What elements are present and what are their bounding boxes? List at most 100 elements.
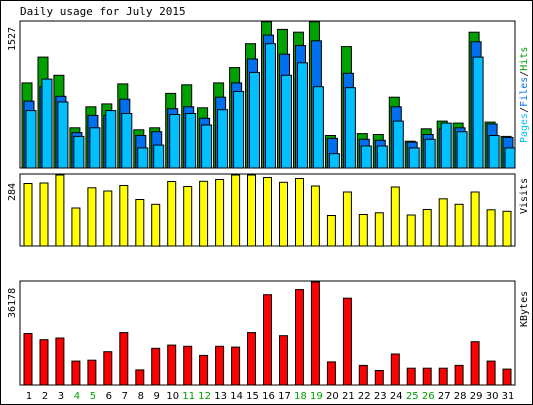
pages-files-hits-pages-bar — [328, 153, 340, 169]
kbytes-bar — [438, 367, 448, 386]
visits-bar — [135, 199, 145, 247]
day-tick-label: 12 — [198, 391, 211, 402]
pages-files-hits-pages-bar — [392, 120, 404, 169]
pages-files-hits-pages-bar — [488, 135, 500, 169]
pages-files-hits-pages-bar — [281, 74, 292, 169]
day-tick-label: 20 — [326, 391, 339, 402]
day-tick-label: 13 — [214, 391, 227, 402]
pages-files-hits-pages-bar — [297, 62, 308, 169]
pages-files-hits-pages-bar — [73, 135, 85, 169]
visits-bar — [87, 187, 97, 247]
visits-bar — [486, 209, 496, 247]
kbytes-bar — [310, 281, 320, 386]
kbytes-bar — [295, 289, 304, 386]
day-tick-label: 29 — [470, 391, 483, 402]
day-tick-label: 21 — [342, 391, 355, 402]
day-tick-label: 7 — [122, 391, 128, 402]
kbytes-bar — [55, 337, 65, 386]
kbytes-bar — [151, 347, 161, 386]
pages-files-hits-pages-bar — [201, 124, 213, 169]
day-tick-label: 4 — [74, 391, 80, 402]
visits-ylabel: Visits — [519, 178, 530, 214]
kbytes-bar — [342, 297, 352, 386]
visits-bar — [295, 178, 304, 247]
pages-files-hits-pages-bar — [376, 145, 388, 169]
visits-bar — [183, 186, 193, 247]
day-tick-label: 31 — [502, 391, 515, 402]
pages-files-hits-pages-bar — [312, 86, 324, 169]
day-tick-label: 8 — [138, 391, 144, 402]
visits-bar — [326, 215, 336, 247]
chart-title: Daily usage for July 2015 — [20, 5, 186, 18]
pages-files-hits-pages-bar — [153, 144, 165, 169]
kbytes-bar — [103, 351, 113, 386]
kbytes-bar — [422, 367, 432, 386]
kbytes-bar — [486, 360, 496, 386]
visits-bar — [422, 209, 432, 247]
pages-files-hits-pages-bar — [424, 138, 436, 169]
day-tick-label: 28 — [454, 391, 467, 402]
kbytes-bar — [279, 335, 288, 386]
visits-bar — [390, 186, 400, 247]
day-tick-label: 22 — [358, 391, 371, 402]
pages-files-hits-pages-bar — [25, 110, 37, 169]
kbytes-bar — [470, 341, 480, 386]
kbytes-bar — [326, 361, 336, 386]
visits-bar — [247, 174, 256, 247]
pages-files-hits-pages-bar — [169, 114, 181, 169]
pages-files-hits-pages-bar — [121, 113, 133, 169]
pages-files-hits-ylabel-part: Hits — [519, 47, 530, 71]
kbytes-bar — [358, 364, 368, 386]
pages-files-hits-pages-bar — [217, 109, 229, 169]
day-tick-label: 25 — [406, 391, 419, 402]
pages-files-hits-ylabel-part: Files — [519, 77, 530, 107]
day-tick-label: 6 — [106, 391, 112, 402]
visits-bar — [358, 214, 368, 247]
pages-files-hits-ylabel-part: / — [519, 71, 530, 77]
pages-files-hits-ylabel-part: / — [519, 107, 530, 113]
pages-files-hits-pages-bar — [249, 71, 260, 169]
visits-bar — [199, 180, 209, 247]
day-tick-label: 15 — [246, 391, 259, 402]
day-tick-label: 18 — [294, 391, 307, 402]
visits-bar — [167, 181, 177, 247]
kbytes-bar — [87, 359, 97, 386]
pages-files-hits-pages-bar — [265, 43, 276, 169]
day-tick-label: 19 — [310, 391, 323, 402]
visits-bar — [151, 203, 161, 247]
kbytes-bar — [502, 368, 512, 386]
kbytes-bar — [231, 346, 241, 386]
visits-bar — [231, 174, 241, 247]
visits-bar — [71, 207, 81, 247]
kbytes-bar — [167, 344, 177, 386]
kbytes-bar — [199, 354, 209, 386]
kbytes-bar — [39, 339, 49, 386]
pages-files-hits-pages-bar — [344, 87, 356, 169]
visits-bar — [39, 182, 49, 247]
day-tick-label: 26 — [422, 391, 435, 402]
day-tick-label: 5 — [90, 391, 96, 402]
kbytes-bar — [135, 369, 145, 386]
day-tick-label: 14 — [230, 391, 243, 402]
visits-bar — [279, 181, 288, 247]
visits-bar — [454, 203, 464, 247]
kbytes-ylabel: KBytes — [519, 291, 530, 327]
visits-bar — [103, 190, 113, 247]
kbytes-bar — [215, 345, 225, 386]
day-tick-label: 3 — [58, 391, 64, 402]
visits-bar — [263, 177, 272, 247]
visits-ymax-label: 284 — [7, 183, 18, 201]
visits-bar — [438, 198, 448, 247]
pages-files-hits-pages-bar — [360, 145, 372, 169]
visits-bar — [470, 191, 480, 247]
pages-files-hits-pages-bar — [41, 78, 53, 169]
kbytes-bar — [183, 345, 193, 386]
day-tick-label: 27 — [438, 391, 451, 402]
day-tick-label: 9 — [154, 391, 160, 402]
day-tick-label: 30 — [486, 391, 499, 402]
day-tick-label: 10 — [166, 391, 179, 402]
visits-bar — [502, 210, 512, 247]
visits-bar — [310, 185, 320, 247]
